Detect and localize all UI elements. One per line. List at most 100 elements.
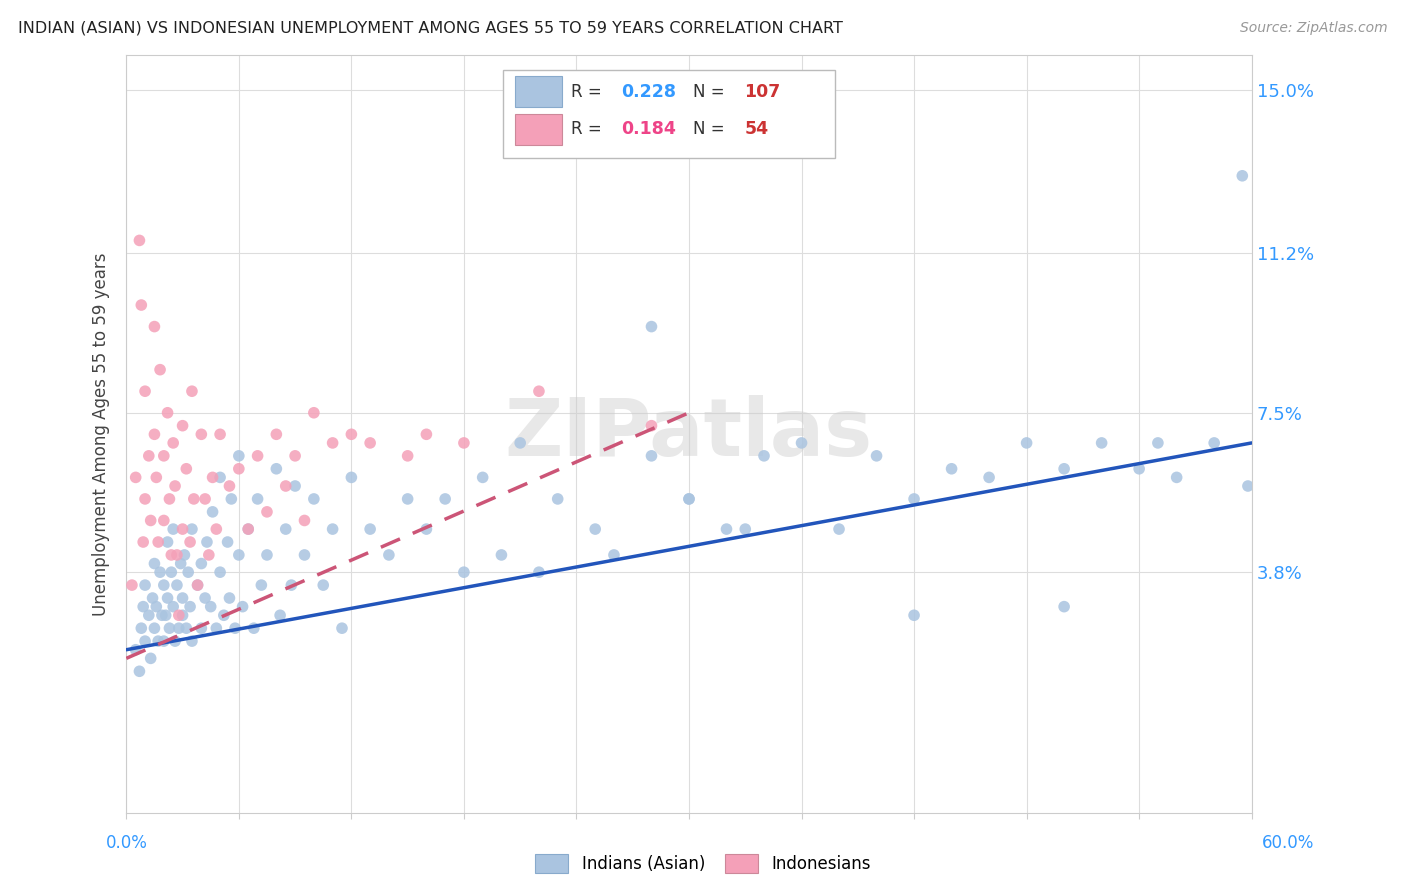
Point [250,578,273,592]
Point [678,491,700,506]
Point [1128,462,1150,476]
Point [159,491,181,506]
Point [128,665,150,679]
Point [143,557,166,571]
Point [162,599,184,614]
Point [217,535,239,549]
Point [172,418,194,433]
Point [148,634,170,648]
Legend: Indians (Asian), Indonesians: Indians (Asian), Indonesians [534,854,872,873]
Point [156,591,179,605]
Point [125,470,148,484]
Text: 60.0%: 60.0% [1263,834,1315,852]
Text: 54: 54 [744,120,768,138]
Point [640,319,662,334]
Point [453,436,475,450]
Point [218,591,240,605]
Point [274,479,297,493]
Point [181,522,204,536]
Point [280,578,302,592]
Point [209,565,232,579]
Point [603,548,626,562]
Point [238,522,260,536]
Point [138,449,160,463]
Point [190,427,212,442]
Point [491,548,513,562]
Text: INDIAN (ASIAN) VS INDONESIAN UNEMPLOYMENT AMONG AGES 55 TO 59 YEARS CORRELATION : INDIAN (ASIAN) VS INDONESIAN UNEMPLOYMEN… [18,21,844,36]
Point [583,522,606,536]
Point [322,522,344,536]
Point [903,491,925,506]
Text: ZIPatlas: ZIPatlas [505,395,873,474]
Point [181,634,204,648]
Point [640,418,662,433]
Point [640,449,662,463]
Point [131,621,153,635]
Point [238,522,260,536]
Point [734,522,756,536]
Point [284,479,307,493]
Point [183,491,205,506]
Point [294,513,316,527]
Point [155,608,177,623]
Point [294,548,316,562]
Text: Source: ZipAtlas.com: Source: ZipAtlas.com [1240,21,1388,35]
Point [1015,436,1038,450]
Point [1091,436,1114,450]
Point [716,522,738,536]
Point [200,599,222,614]
Text: 0.228: 0.228 [621,83,676,101]
Point [246,449,269,463]
Point [1204,436,1226,450]
Point [209,427,232,442]
Point [509,436,531,450]
Point [153,634,176,648]
Text: 0.184: 0.184 [621,120,676,138]
Point [187,578,209,592]
Point [139,651,162,665]
Point [228,462,250,476]
FancyBboxPatch shape [503,70,835,158]
Point [1147,436,1170,450]
Point [172,608,194,623]
Point [396,449,419,463]
Text: R =: R = [571,120,607,138]
Point [221,491,243,506]
Text: N =: N = [693,83,730,101]
Point [177,565,200,579]
Point [941,462,963,476]
Point [134,634,156,648]
Point [340,427,363,442]
Point [330,621,353,635]
Point [396,491,419,506]
Point [453,565,475,579]
Point [194,591,217,605]
Point [148,535,170,549]
Point [322,436,344,450]
Point [977,470,1000,484]
Point [256,505,278,519]
Point [209,470,232,484]
Point [134,491,156,506]
Point [201,505,224,519]
Point [167,621,190,635]
Point [1237,479,1260,493]
Point [187,578,209,592]
Point [415,522,437,536]
Point [201,470,224,484]
Text: N =: N = [693,120,735,138]
Point [547,491,569,506]
Point [828,522,851,536]
Point [167,608,190,623]
Point [160,548,183,562]
Point [302,491,325,506]
Point [198,548,221,562]
Point [162,436,184,450]
Point [181,384,204,399]
Point [527,384,550,399]
Text: 0.0%: 0.0% [105,834,148,852]
Point [269,608,291,623]
Point [228,548,250,562]
Point [243,621,266,635]
Point [145,470,167,484]
